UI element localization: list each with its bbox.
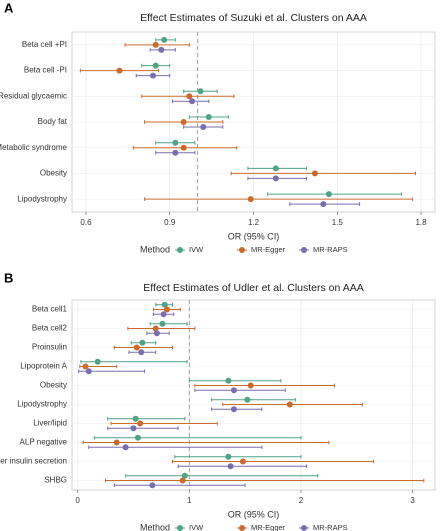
point xyxy=(200,124,207,130)
point xyxy=(172,139,179,146)
y-tick-label: Obesity xyxy=(40,169,67,178)
x-tick-label: 1.5 xyxy=(332,218,344,227)
point xyxy=(172,149,179,156)
point xyxy=(197,88,204,95)
point xyxy=(179,477,186,484)
point xyxy=(272,165,279,172)
y-tick-label: Metabolic syndrome xyxy=(0,143,68,152)
legend-label: IVW xyxy=(189,523,204,531)
point xyxy=(139,339,146,346)
point xyxy=(160,311,167,318)
x-tick-label: 1.2 xyxy=(248,218,260,227)
point xyxy=(161,301,168,308)
point xyxy=(137,420,144,427)
legend-label: MR-RAPS xyxy=(313,245,348,254)
point xyxy=(134,434,141,441)
point xyxy=(205,114,212,120)
point xyxy=(85,368,92,375)
point xyxy=(149,72,156,79)
x-tick-label: 0.6 xyxy=(80,218,92,227)
legend-label: MR-RAPS xyxy=(313,523,348,531)
panel-label: B xyxy=(4,270,13,285)
y-tick-label: Lipodystrophy xyxy=(17,400,67,409)
point xyxy=(239,458,246,465)
legend-swatch xyxy=(177,525,183,531)
point xyxy=(152,62,159,69)
point xyxy=(159,320,166,327)
y-tick-label: ALP negative xyxy=(20,438,68,447)
legend-swatch xyxy=(177,247,183,253)
x-tick-label: 1.8 xyxy=(415,218,427,227)
y-tick-label: Beta cell2 xyxy=(32,324,68,333)
point xyxy=(227,463,234,470)
point xyxy=(152,41,159,48)
plot-area xyxy=(71,299,436,491)
point xyxy=(153,330,160,337)
point xyxy=(189,98,196,105)
x-axis-title: OR (95% CI) xyxy=(228,231,280,241)
point xyxy=(163,306,170,313)
legend-label: MR-Egger xyxy=(251,245,286,254)
point xyxy=(113,439,120,446)
y-tick-label: Proinsulin xyxy=(32,343,67,352)
chart-title: Effect Estimates of Udler et al. Cluster… xyxy=(143,282,363,294)
point xyxy=(311,170,318,177)
point xyxy=(122,444,129,451)
point xyxy=(180,144,187,151)
point xyxy=(133,344,140,351)
chart-title: Effect Estimates of Suzuki et al. Cluste… xyxy=(140,12,367,24)
legend-title: Method xyxy=(140,244,170,254)
point xyxy=(152,325,159,332)
y-tick-label: Beta cell1 xyxy=(32,305,68,314)
point xyxy=(116,67,123,74)
point xyxy=(138,349,145,356)
y-tick-label: Body fat xyxy=(38,117,68,126)
x-tick-label: 3 xyxy=(410,496,415,505)
point xyxy=(225,453,232,460)
point xyxy=(94,358,101,365)
point xyxy=(132,415,139,422)
x-tick-label: 2 xyxy=(299,496,304,505)
legend-swatch xyxy=(301,247,307,253)
point xyxy=(325,191,332,198)
y-tick-label: Hyper insulin secretion xyxy=(0,457,67,466)
point xyxy=(161,36,168,43)
legend-swatch xyxy=(239,525,245,531)
legend-swatch xyxy=(239,247,245,253)
point xyxy=(230,387,237,394)
y-tick-label: Residual glycaemic xyxy=(0,91,67,100)
point xyxy=(149,482,156,489)
y-tick-label: Obesity xyxy=(40,381,67,390)
y-tick-label: SHBG xyxy=(44,476,67,485)
point xyxy=(230,406,237,413)
x-tick-label: 0 xyxy=(75,496,80,505)
legend-title: Method xyxy=(140,522,170,531)
x-tick-label: 1 xyxy=(187,496,192,505)
point xyxy=(181,472,188,479)
legend-label: IVW xyxy=(189,245,204,254)
point xyxy=(82,363,89,370)
point xyxy=(225,377,232,384)
point xyxy=(186,93,193,100)
y-tick-label: Lipoprotein A xyxy=(20,362,67,371)
x-tick-label: 0.9 xyxy=(164,218,176,227)
point xyxy=(272,175,279,182)
y-tick-label: Lipodystrophy xyxy=(17,194,67,203)
point xyxy=(247,196,254,203)
point xyxy=(320,201,327,208)
point xyxy=(180,119,187,125)
panel-label: A xyxy=(4,0,14,15)
legend-label: MR-Egger xyxy=(251,523,286,531)
point xyxy=(244,396,251,403)
y-tick-label: Beta cell +PI xyxy=(22,40,67,49)
point xyxy=(247,382,254,389)
legend-swatch xyxy=(301,525,307,531)
point xyxy=(130,425,137,432)
y-tick-label: Liver/lipid xyxy=(33,419,67,428)
point xyxy=(158,46,165,53)
point xyxy=(286,401,293,408)
x-axis-title: OR (95% CI) xyxy=(228,509,280,519)
y-tick-label: Beta cell -PI xyxy=(24,66,67,75)
